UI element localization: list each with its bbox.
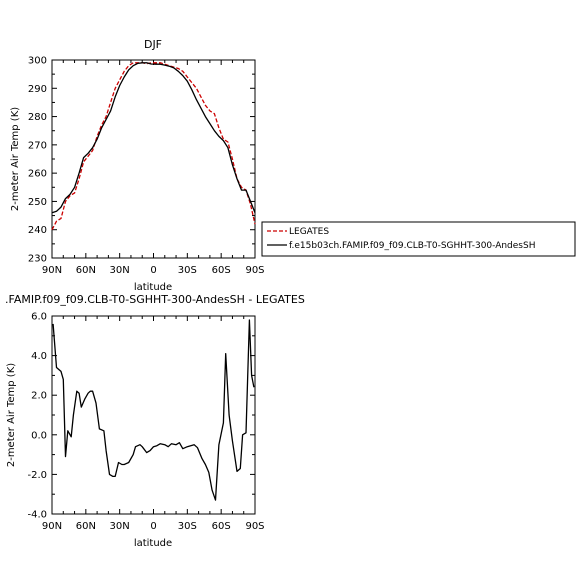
legend: LEGATES f.e15b03ch.FAMIP.f09_f09.CLB-T0-… bbox=[261, 221, 576, 257]
y-axis-label: 2-meter Air Temp (K) bbox=[6, 363, 17, 467]
x-tick-label: 90N bbox=[42, 265, 62, 276]
y-tick-label: -2.0 bbox=[27, 470, 47, 481]
series-group bbox=[52, 319, 255, 501]
y-tick-label: 300 bbox=[28, 56, 47, 67]
x-tick-label: 60S bbox=[212, 521, 231, 532]
y-tick-label: 0.0 bbox=[31, 430, 47, 441]
series-line-1 bbox=[51, 62, 256, 214]
y-tick-label: 270 bbox=[28, 140, 47, 151]
y-tick-label: 240 bbox=[28, 225, 47, 236]
y-tick-label: 260 bbox=[28, 169, 47, 180]
y-tick-label: 4.0 bbox=[31, 351, 47, 362]
y-tick-label: 280 bbox=[28, 112, 47, 123]
x-axis-label: latitude bbox=[134, 538, 172, 549]
series-line-0 bbox=[52, 319, 255, 501]
y-tick-label: 290 bbox=[28, 84, 47, 95]
x-axis-label: latitude bbox=[134, 282, 172, 293]
y-axis-label: 2-meter Air Temp (K) bbox=[10, 107, 21, 211]
y-tick-label: 2.0 bbox=[31, 391, 47, 402]
x-tick-label: 30S bbox=[178, 521, 197, 532]
x-tick-label: 0 bbox=[150, 521, 156, 532]
x-tick-label: 30N bbox=[110, 265, 130, 276]
x-tick-label: 90N bbox=[42, 521, 62, 532]
x-tick-label: 60N bbox=[76, 265, 96, 276]
x-tick-label: 90S bbox=[245, 265, 264, 276]
y-tick-label: 230 bbox=[28, 254, 47, 265]
plot-frame bbox=[51, 59, 256, 259]
series-line-0 bbox=[51, 62, 256, 231]
legend-label-legates: LEGATES bbox=[289, 227, 329, 237]
x-tick-label: 60S bbox=[212, 265, 231, 276]
y-tick-label: 250 bbox=[28, 197, 47, 208]
y-tick-label: -4.0 bbox=[27, 510, 47, 521]
chart-top-djf: DJF 90N 60N 30N 0 30S 60S 90S 230 240 250 260 270 28… bbox=[10, 38, 576, 293]
tick-group: 90N 60N 30N 0 30S 60S 90S 230 240 250 260 270 280 290… bbox=[28, 56, 265, 277]
legend-label-model: f.e15b03ch.FAMIP.f09_f09.CLB-T0-SGHHT-30… bbox=[289, 241, 535, 251]
chart-bottom-difference: .FAMIP.f09_f09.CLB-T0-SGHHT-300-AndesSH … bbox=[5, 293, 305, 549]
tick-group: 90N 60N 30N 0 30S 60S 90S -4.0 -2.0 0.0 2.0 4.0 6.0 bbox=[27, 312, 264, 533]
legend-box bbox=[261, 221, 576, 257]
plot-frame bbox=[51, 315, 256, 515]
series-group bbox=[51, 62, 256, 231]
x-tick-label: 60N bbox=[76, 521, 96, 532]
x-tick-label: 90S bbox=[245, 521, 264, 532]
x-tick-label: 30S bbox=[178, 265, 197, 276]
y-tick-label: 6.0 bbox=[31, 312, 47, 323]
chart-title: .FAMIP.f09_f09.CLB-T0-SGHHT-300-AndesSH … bbox=[5, 293, 305, 306]
x-tick-label: 30N bbox=[110, 521, 130, 532]
x-tick-label: 0 bbox=[150, 265, 156, 276]
chart-title: DJF bbox=[144, 38, 162, 51]
